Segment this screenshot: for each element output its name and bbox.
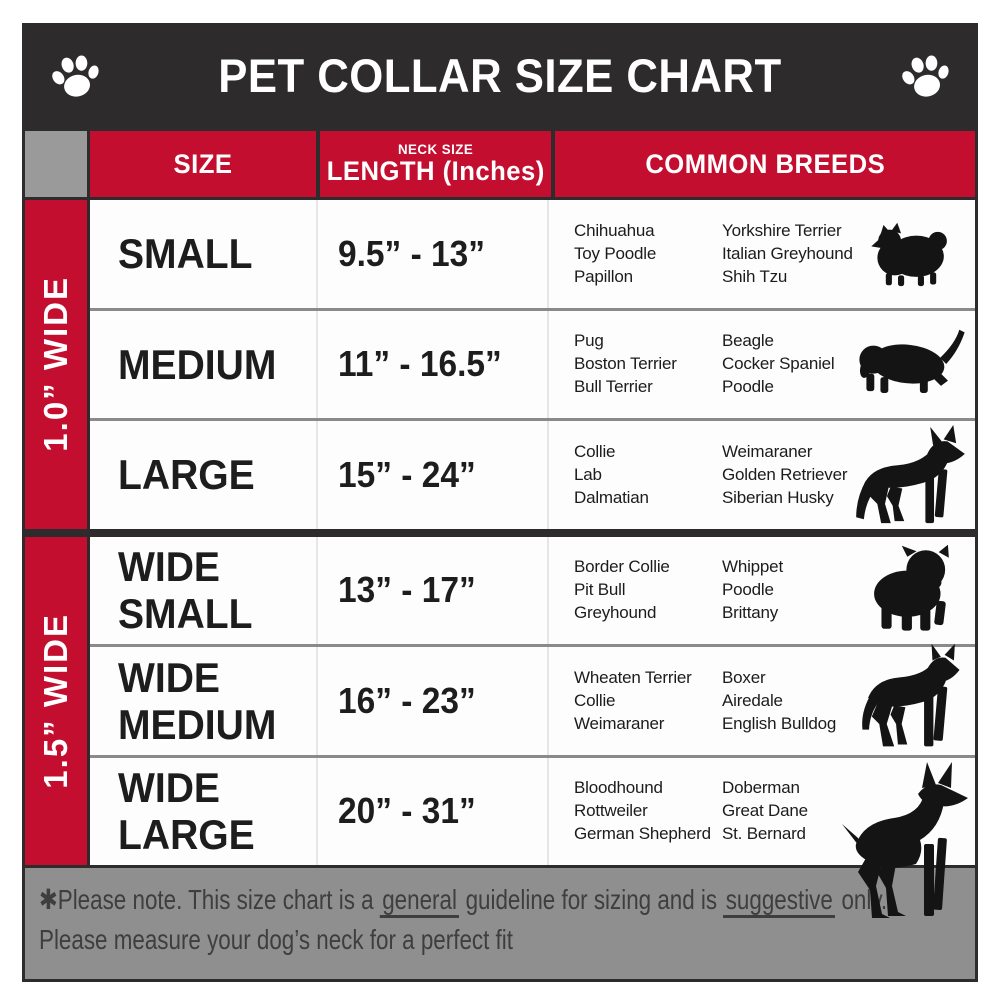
breed-name: Golden Retriever bbox=[722, 464, 848, 484]
breeds-cell: Pug Boston Terrier Bull Terrier Beagle C… bbox=[547, 310, 975, 418]
breed-name: Rottweiler bbox=[574, 801, 648, 821]
breed-name: Dalmatian bbox=[574, 487, 649, 507]
page-title: PET COLLAR SIZE CHART bbox=[218, 49, 782, 102]
table-header-row: SIZE NECK SIZE LENGTH (Inches) COMMON BR… bbox=[90, 131, 975, 197]
section-rows-1-5-inch: WIDE SMALL 13” - 17” Border Collie Pit B… bbox=[90, 536, 975, 918]
table-row-wide-medium: WIDE MEDIUM 16” - 23” Wheaten Terrier Co… bbox=[90, 644, 975, 755]
section-rows-1-inch: SMALL 9.5” - 13” Chihuahua Toy Poodle Pa… bbox=[90, 200, 975, 529]
breed-name: Weimaraner bbox=[574, 713, 665, 733]
collar-width-band-1: 1.0” WIDE bbox=[25, 200, 87, 529]
column-header-neck-size: NECK SIZE LENGTH (Inches) bbox=[320, 131, 551, 197]
table-row-small: SMALL 9.5” - 13” Chihuahua Toy Poodle Pa… bbox=[90, 200, 975, 308]
breed-name: Brittany bbox=[722, 603, 779, 623]
section-divider bbox=[90, 529, 975, 537]
underlined-word: general bbox=[379, 884, 460, 918]
size-cell: WIDE SMALL bbox=[118, 543, 253, 638]
breed-name: English Bulldog bbox=[722, 713, 837, 733]
breed-name: Shih Tzu bbox=[722, 266, 788, 286]
size-cell: WIDE LARGE bbox=[118, 764, 255, 859]
section-divider bbox=[25, 529, 87, 537]
breed-name: Papillon bbox=[574, 266, 633, 286]
breed-name: German Shepherd bbox=[574, 824, 711, 844]
breeds-cell: Wheaten Terrier Collie Weimaraner Boxer … bbox=[547, 644, 975, 755]
breed-name: Poodle bbox=[722, 580, 774, 600]
breed-name: Doberman bbox=[722, 778, 800, 798]
breed-name: Chihuahua bbox=[574, 220, 655, 240]
breed-name: Airedale bbox=[722, 690, 783, 710]
breeds-cell: Bloodhound Rottweiler German Shepherd Do… bbox=[547, 757, 975, 918]
underlined-word: suggestive bbox=[723, 884, 836, 918]
breed-name: Boston Terrier bbox=[574, 354, 677, 374]
table-row-wide-small: WIDE SMALL 13” - 17” Border Collie Pit B… bbox=[90, 536, 975, 644]
footer-line-1: ✱Please note. This size chart is a gener… bbox=[39, 880, 887, 920]
size-cell: LARGE bbox=[118, 451, 255, 499]
breed-name: Collie bbox=[574, 441, 616, 461]
collar-width-sidebar: 1.0” WIDE 1.5” WIDE bbox=[25, 128, 87, 865]
breed-name: St. Bernard bbox=[722, 824, 806, 844]
neck-size-cell: 11” - 16.5” bbox=[316, 310, 547, 418]
size-cell: MEDIUM bbox=[118, 340, 277, 388]
collar-width-label: 1.0” WIDE bbox=[37, 276, 74, 453]
table-row-wide-large: WIDE LARGE 20” - 31” Bloodhound Rottweil… bbox=[90, 754, 975, 918]
german-shepherd-silhouette-icon bbox=[856, 424, 965, 523]
table-row-large: LARGE 15” - 24” Collie Lab Dalmatian Wei… bbox=[90, 418, 975, 529]
breed-name: Bloodhound bbox=[574, 778, 663, 798]
size-cell: SMALL bbox=[118, 230, 253, 278]
paw-icon bbox=[43, 43, 107, 107]
column-header-common-breeds: COMMON BREEDS bbox=[555, 131, 975, 197]
footer-note: ✱Please note. This size chart is a gener… bbox=[25, 868, 975, 979]
size-cell: WIDE MEDIUM bbox=[118, 653, 277, 748]
breeds-cell: Border Collie Pit Bull Greyhound Whippet… bbox=[547, 536, 975, 644]
breed-name: Cocker Spaniel bbox=[722, 354, 835, 374]
breed-name: Siberian Husky bbox=[722, 487, 834, 507]
breed-name: Yorkshire Terrier bbox=[722, 220, 842, 240]
breed-name: Collie bbox=[574, 690, 616, 710]
breed-name: Greyhound bbox=[574, 603, 657, 623]
title-bar: PET COLLAR SIZE CHART bbox=[22, 23, 978, 128]
breed-name: Pug bbox=[574, 331, 604, 351]
corner-cell bbox=[25, 131, 87, 197]
pit-bull-silhouette-icon bbox=[862, 644, 960, 747]
breeds-cell: Chihuahua Toy Poodle Papillon Yorkshire … bbox=[547, 200, 975, 308]
size-table: 1.0” WIDE 1.5” WIDE SIZE NECK SIZE LENGT… bbox=[25, 128, 975, 918]
neck-size-cell: 20” - 31” bbox=[316, 757, 547, 865]
pomeranian-silhouette-icon bbox=[871, 222, 947, 286]
doberman-silhouette-icon bbox=[842, 761, 968, 918]
bulldog-silhouette-icon bbox=[874, 545, 949, 631]
collar-width-label: 1.5” WIDE bbox=[37, 612, 74, 789]
breed-name: Italian Greyhound bbox=[722, 243, 853, 263]
table-row-medium: MEDIUM 11” - 16.5” Pug Boston Terrier Bu… bbox=[90, 307, 975, 418]
collar-width-band-2: 1.5” WIDE bbox=[25, 536, 87, 865]
breed-name: Bull Terrier bbox=[574, 377, 653, 397]
dachshund-silhouette-icon bbox=[859, 330, 965, 394]
neck-size-cell: 13” - 17” bbox=[316, 536, 547, 644]
breed-name: Border Collie bbox=[574, 557, 670, 577]
neck-size-cell: 9.5” - 13” bbox=[316, 200, 547, 308]
breed-name: Wheaten Terrier bbox=[574, 667, 692, 687]
breed-name: Lab bbox=[574, 464, 602, 484]
breeds-cell: Collie Lab Dalmatian Weimaraner Golden R… bbox=[547, 421, 975, 529]
breed-name: Toy Poodle bbox=[574, 243, 657, 263]
size-chart-sheet: PET COLLAR SIZE CHART 1.0” WIDE 1.5” WID… bbox=[22, 23, 978, 982]
breed-name: Great Dane bbox=[722, 801, 808, 821]
column-header-size: SIZE bbox=[90, 131, 316, 197]
neck-size-cell: 15” - 24” bbox=[316, 421, 547, 529]
breed-name: Weimaraner bbox=[722, 441, 813, 461]
footer-line-2: Please measure your dog’s neck for a per… bbox=[39, 923, 513, 955]
breed-name: Whippet bbox=[722, 557, 783, 577]
breed-name: Poodle bbox=[722, 377, 774, 397]
breed-name: Pit Bull bbox=[574, 580, 626, 600]
neck-size-cell: 16” - 23” bbox=[316, 647, 547, 755]
paw-icon bbox=[893, 43, 957, 107]
breed-name: Beagle bbox=[722, 331, 774, 351]
breed-name: Boxer bbox=[722, 667, 766, 687]
